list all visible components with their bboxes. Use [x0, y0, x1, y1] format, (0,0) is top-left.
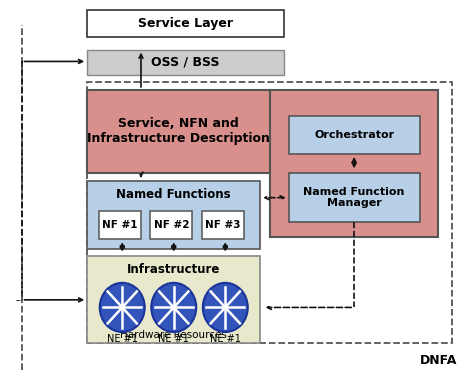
Text: OSS / BSS: OSS / BSS [151, 56, 220, 69]
Text: –: – [16, 295, 21, 305]
Text: DNFA: DNFA [420, 354, 457, 367]
Ellipse shape [100, 283, 145, 332]
Text: Service, NFN and
Infrastructure Description: Service, NFN and Infrastructure Descript… [87, 118, 270, 146]
Text: NF #3: NF #3 [205, 220, 241, 230]
FancyBboxPatch shape [270, 90, 438, 237]
FancyBboxPatch shape [87, 180, 260, 249]
Text: NF #2: NF #2 [154, 220, 189, 230]
FancyBboxPatch shape [87, 90, 270, 173]
Ellipse shape [151, 283, 196, 332]
FancyBboxPatch shape [289, 116, 419, 154]
Text: Service Layer: Service Layer [138, 17, 233, 30]
FancyBboxPatch shape [87, 257, 260, 343]
Text: Hardware Resources: Hardware Resources [120, 329, 227, 339]
FancyBboxPatch shape [289, 173, 419, 222]
FancyBboxPatch shape [202, 211, 244, 239]
Text: Named Functions: Named Functions [117, 188, 231, 201]
FancyBboxPatch shape [87, 50, 284, 74]
Text: Orchestrator: Orchestrator [314, 130, 394, 140]
Text: Infrastructure: Infrastructure [127, 263, 220, 276]
Text: NE #1: NE #1 [210, 334, 241, 344]
Text: Named Function
Manager: Named Function Manager [303, 187, 405, 209]
Text: NE #1: NE #1 [158, 334, 189, 344]
Text: NE #1: NE #1 [107, 334, 137, 344]
FancyBboxPatch shape [150, 211, 192, 239]
Ellipse shape [203, 283, 248, 332]
Text: NF #1: NF #1 [102, 220, 137, 230]
FancyBboxPatch shape [87, 10, 284, 37]
FancyBboxPatch shape [99, 211, 141, 239]
